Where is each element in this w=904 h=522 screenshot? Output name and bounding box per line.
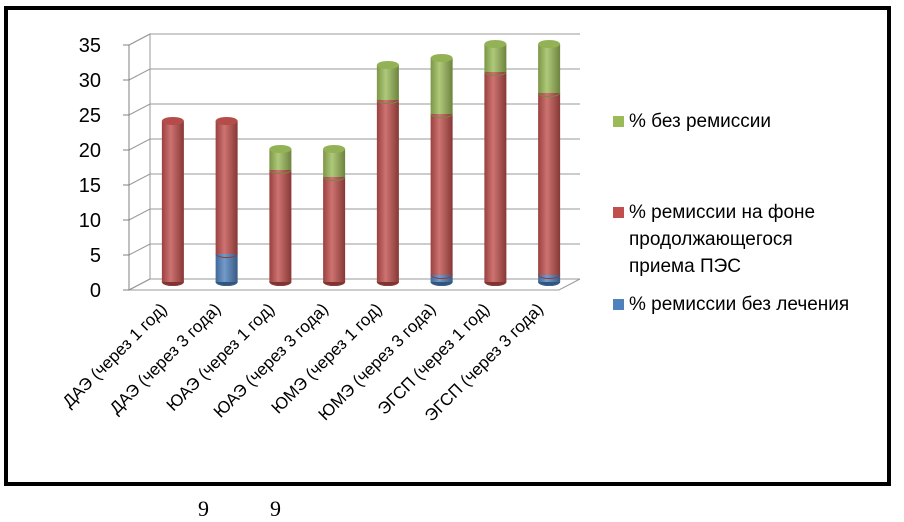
bar-top — [215, 117, 238, 125]
y-tick-label: 35 — [79, 35, 101, 57]
bar-top — [376, 61, 399, 69]
bar-segment-bottom — [538, 274, 561, 279]
bar-segment-bottom — [430, 274, 453, 279]
gridline-side — [128, 208, 151, 221]
bar-segment — [376, 65, 399, 100]
bar-segment-bottom — [323, 281, 346, 286]
bar-segment — [538, 93, 561, 275]
legend-label: приема ПЭС — [629, 256, 741, 277]
bar-segment-bottom — [376, 281, 399, 286]
legend-swatch — [613, 116, 624, 127]
bar-group — [484, 40, 507, 286]
bar-segment — [538, 44, 561, 93]
bar-segment-bottom — [538, 281, 561, 286]
bar-segment-bottom — [430, 113, 453, 118]
legend-label: продолжающегося — [629, 229, 793, 250]
bar-group — [161, 117, 184, 286]
bar-segment — [484, 44, 507, 72]
legend-swatch — [613, 207, 624, 218]
floor — [128, 278, 581, 291]
y-tick-label: 25 — [79, 105, 101, 127]
footer-number-1: 9 — [198, 496, 209, 521]
bar-segment — [215, 254, 238, 282]
chart-frame: 0 5 10 15 20 25 30 35 ДАЭ (через 1 год) ДАЭ (чере… — [4, 6, 891, 486]
legend-label: % ремиссии без лечения — [629, 294, 849, 315]
bar-segment — [323, 177, 346, 282]
bar-segment-bottom — [215, 253, 238, 258]
legend-label: % без ремиссии — [629, 111, 771, 132]
bar-group — [323, 145, 346, 286]
bar-segment — [323, 149, 346, 177]
footer-number-2: 9 — [270, 496, 281, 521]
bar-segment — [269, 170, 292, 282]
bar-segment — [430, 58, 453, 114]
bar-segment-bottom — [430, 281, 453, 286]
bar-segment-bottom — [161, 281, 184, 286]
y-tick-label: 30 — [79, 70, 101, 92]
bar-segment — [215, 121, 238, 254]
bar-top — [538, 40, 561, 48]
bar-segment-bottom — [269, 281, 292, 286]
bar-group — [269, 145, 292, 286]
bar-segment-bottom — [269, 169, 292, 174]
bar-segment — [430, 114, 453, 275]
bar-top — [323, 145, 346, 153]
bar-segment-bottom — [323, 176, 346, 181]
bar-segment-bottom — [376, 99, 399, 104]
y-tick-label: 20 — [79, 140, 101, 162]
gridline-side — [128, 278, 151, 291]
bar-group — [215, 117, 238, 286]
bar-segment-bottom — [484, 71, 507, 76]
bar-segment — [484, 72, 507, 282]
gridline-side — [128, 138, 151, 151]
gridline-side — [128, 173, 151, 186]
bar-segment-bottom — [215, 281, 238, 286]
gridline-side — [128, 103, 151, 116]
bar-top — [269, 145, 292, 153]
bar-group — [430, 54, 453, 286]
bar-top — [430, 54, 453, 62]
side-wall — [128, 33, 151, 291]
legend-label: % ремиссии на фоне — [629, 202, 815, 223]
y-tick-label: 15 — [79, 175, 101, 197]
bar-segment — [269, 149, 292, 170]
bar-group — [376, 61, 399, 286]
bar-top — [161, 117, 184, 125]
legend-swatch — [613, 299, 624, 310]
gridline-side — [128, 33, 151, 46]
bar-segment-bottom — [484, 281, 507, 286]
y-tick-label: 5 — [90, 245, 101, 267]
y-tick-label: 0 — [90, 280, 101, 302]
gridline-side — [128, 68, 151, 81]
bar-segment — [161, 121, 184, 282]
gridline-side — [128, 243, 151, 256]
y-tick-label: 10 — [79, 210, 101, 232]
bar-group — [538, 40, 561, 286]
bar-top — [484, 40, 507, 48]
bar-segment-bottom — [538, 92, 561, 97]
bar-segment — [376, 100, 399, 282]
